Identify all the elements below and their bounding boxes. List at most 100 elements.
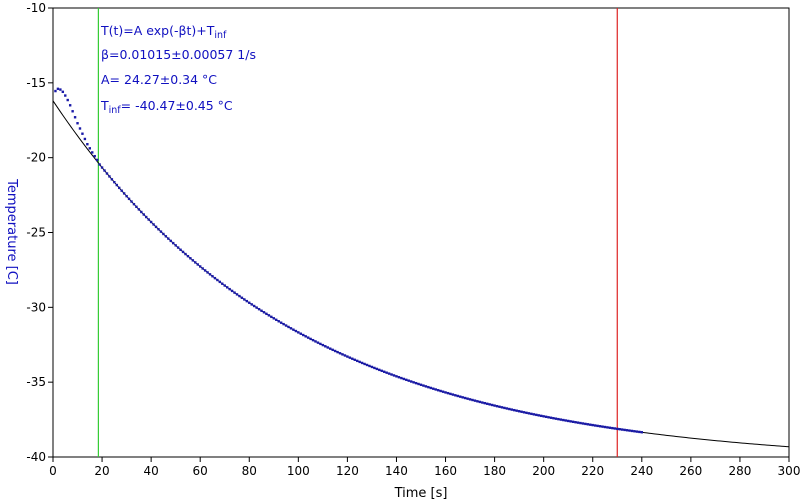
data-point	[390, 373, 393, 376]
data-point	[78, 127, 82, 130]
data-point	[574, 421, 577, 424]
x-tick-label: 40	[143, 464, 158, 478]
data-point	[127, 197, 131, 201]
data-point	[284, 324, 288, 327]
data-point	[196, 263, 199, 266]
data-point	[292, 328, 295, 331]
x-tick-label: 20	[94, 464, 109, 478]
data-point	[363, 362, 366, 366]
data-point	[228, 287, 231, 291]
data-point	[537, 414, 540, 417]
fit-range-markers	[97, 8, 618, 457]
data-point	[562, 418, 565, 422]
data-point	[54, 89, 57, 93]
data-point	[375, 367, 379, 371]
data-point	[343, 354, 347, 357]
data-point	[353, 358, 356, 361]
data-point	[201, 267, 204, 270]
data-point	[358, 360, 361, 364]
data-point	[567, 419, 570, 423]
data-point	[552, 417, 555, 420]
data-point	[365, 363, 369, 367]
data-point	[498, 405, 501, 408]
data-point	[449, 392, 452, 396]
data-point	[299, 332, 302, 335]
data-point	[218, 280, 222, 284]
data-point	[64, 94, 67, 97]
data-point	[179, 248, 182, 251]
data-point	[405, 378, 408, 382]
data-point	[302, 333, 305, 337]
data-point	[559, 418, 563, 421]
data-point	[623, 428, 626, 432]
data-point	[122, 192, 126, 195]
annotation-beta: β=0.01015±0.00057 1/s	[101, 47, 256, 62]
x-tick-label: 280	[728, 464, 751, 478]
data-point	[164, 235, 168, 238]
x-axis-ticks: 0 20 40 60 80 100 120 140 160 180 200 220 240 260 280 3…	[49, 457, 800, 478]
data-point	[407, 379, 410, 382]
data-point	[208, 273, 212, 276]
data-point	[181, 250, 185, 254]
data-point	[336, 350, 339, 354]
data-point	[444, 391, 447, 394]
data-point	[356, 359, 359, 363]
data-point	[383, 370, 386, 373]
data-point	[557, 417, 560, 421]
x-tick-label: 120	[336, 464, 359, 478]
y-tick-label: -10	[26, 1, 46, 15]
data-point	[400, 376, 403, 380]
data-point	[333, 349, 337, 353]
data-point	[535, 413, 538, 417]
data-point	[194, 261, 197, 264]
data-point	[235, 293, 239, 296]
measured-points	[54, 87, 643, 434]
data-point	[59, 88, 62, 91]
data-point	[564, 419, 567, 422]
data-point	[378, 368, 381, 372]
data-point	[517, 410, 521, 413]
data-point	[100, 166, 104, 169]
data-point	[601, 425, 604, 428]
x-tick-label: 160	[434, 464, 457, 478]
data-point	[223, 284, 226, 287]
data-point	[174, 244, 177, 247]
data-point	[265, 312, 268, 316]
data-point	[142, 213, 145, 216]
data-point	[640, 431, 643, 434]
data-point	[412, 381, 415, 384]
data-point	[93, 154, 96, 158]
data-point	[186, 254, 190, 258]
x-tick-label: 200	[532, 464, 555, 478]
data-point	[513, 408, 516, 412]
data-point	[380, 369, 383, 373]
data-point	[463, 396, 467, 400]
data-point	[395, 375, 398, 378]
annotation-amplitude: A= 24.27±0.34 °C	[101, 72, 217, 87]
data-point	[316, 341, 320, 344]
data-point	[167, 237, 170, 240]
data-point	[140, 210, 143, 214]
data-point	[589, 423, 592, 426]
fit-annotation: T(t)=A exp(-βt)+Tinf β=0.01015±0.00057 1…	[100, 23, 256, 116]
data-point	[326, 346, 329, 349]
y-tick-label: -15	[26, 76, 46, 90]
data-point	[459, 395, 462, 398]
data-point	[309, 337, 312, 341]
y-tick-label: -20	[26, 151, 46, 165]
data-point	[95, 158, 99, 162]
data-point	[203, 269, 207, 272]
data-point	[105, 172, 109, 175]
data-point	[616, 427, 619, 431]
data-point	[157, 228, 160, 231]
y-tick-label: -25	[26, 226, 46, 240]
data-point	[547, 416, 550, 419]
data-point	[591, 423, 594, 427]
data-point	[270, 315, 273, 319]
data-point	[191, 259, 195, 262]
x-tick-label: 80	[242, 464, 257, 478]
data-point	[613, 427, 617, 430]
data-point	[586, 423, 590, 426]
data-point	[125, 194, 128, 198]
data-point	[540, 414, 543, 418]
